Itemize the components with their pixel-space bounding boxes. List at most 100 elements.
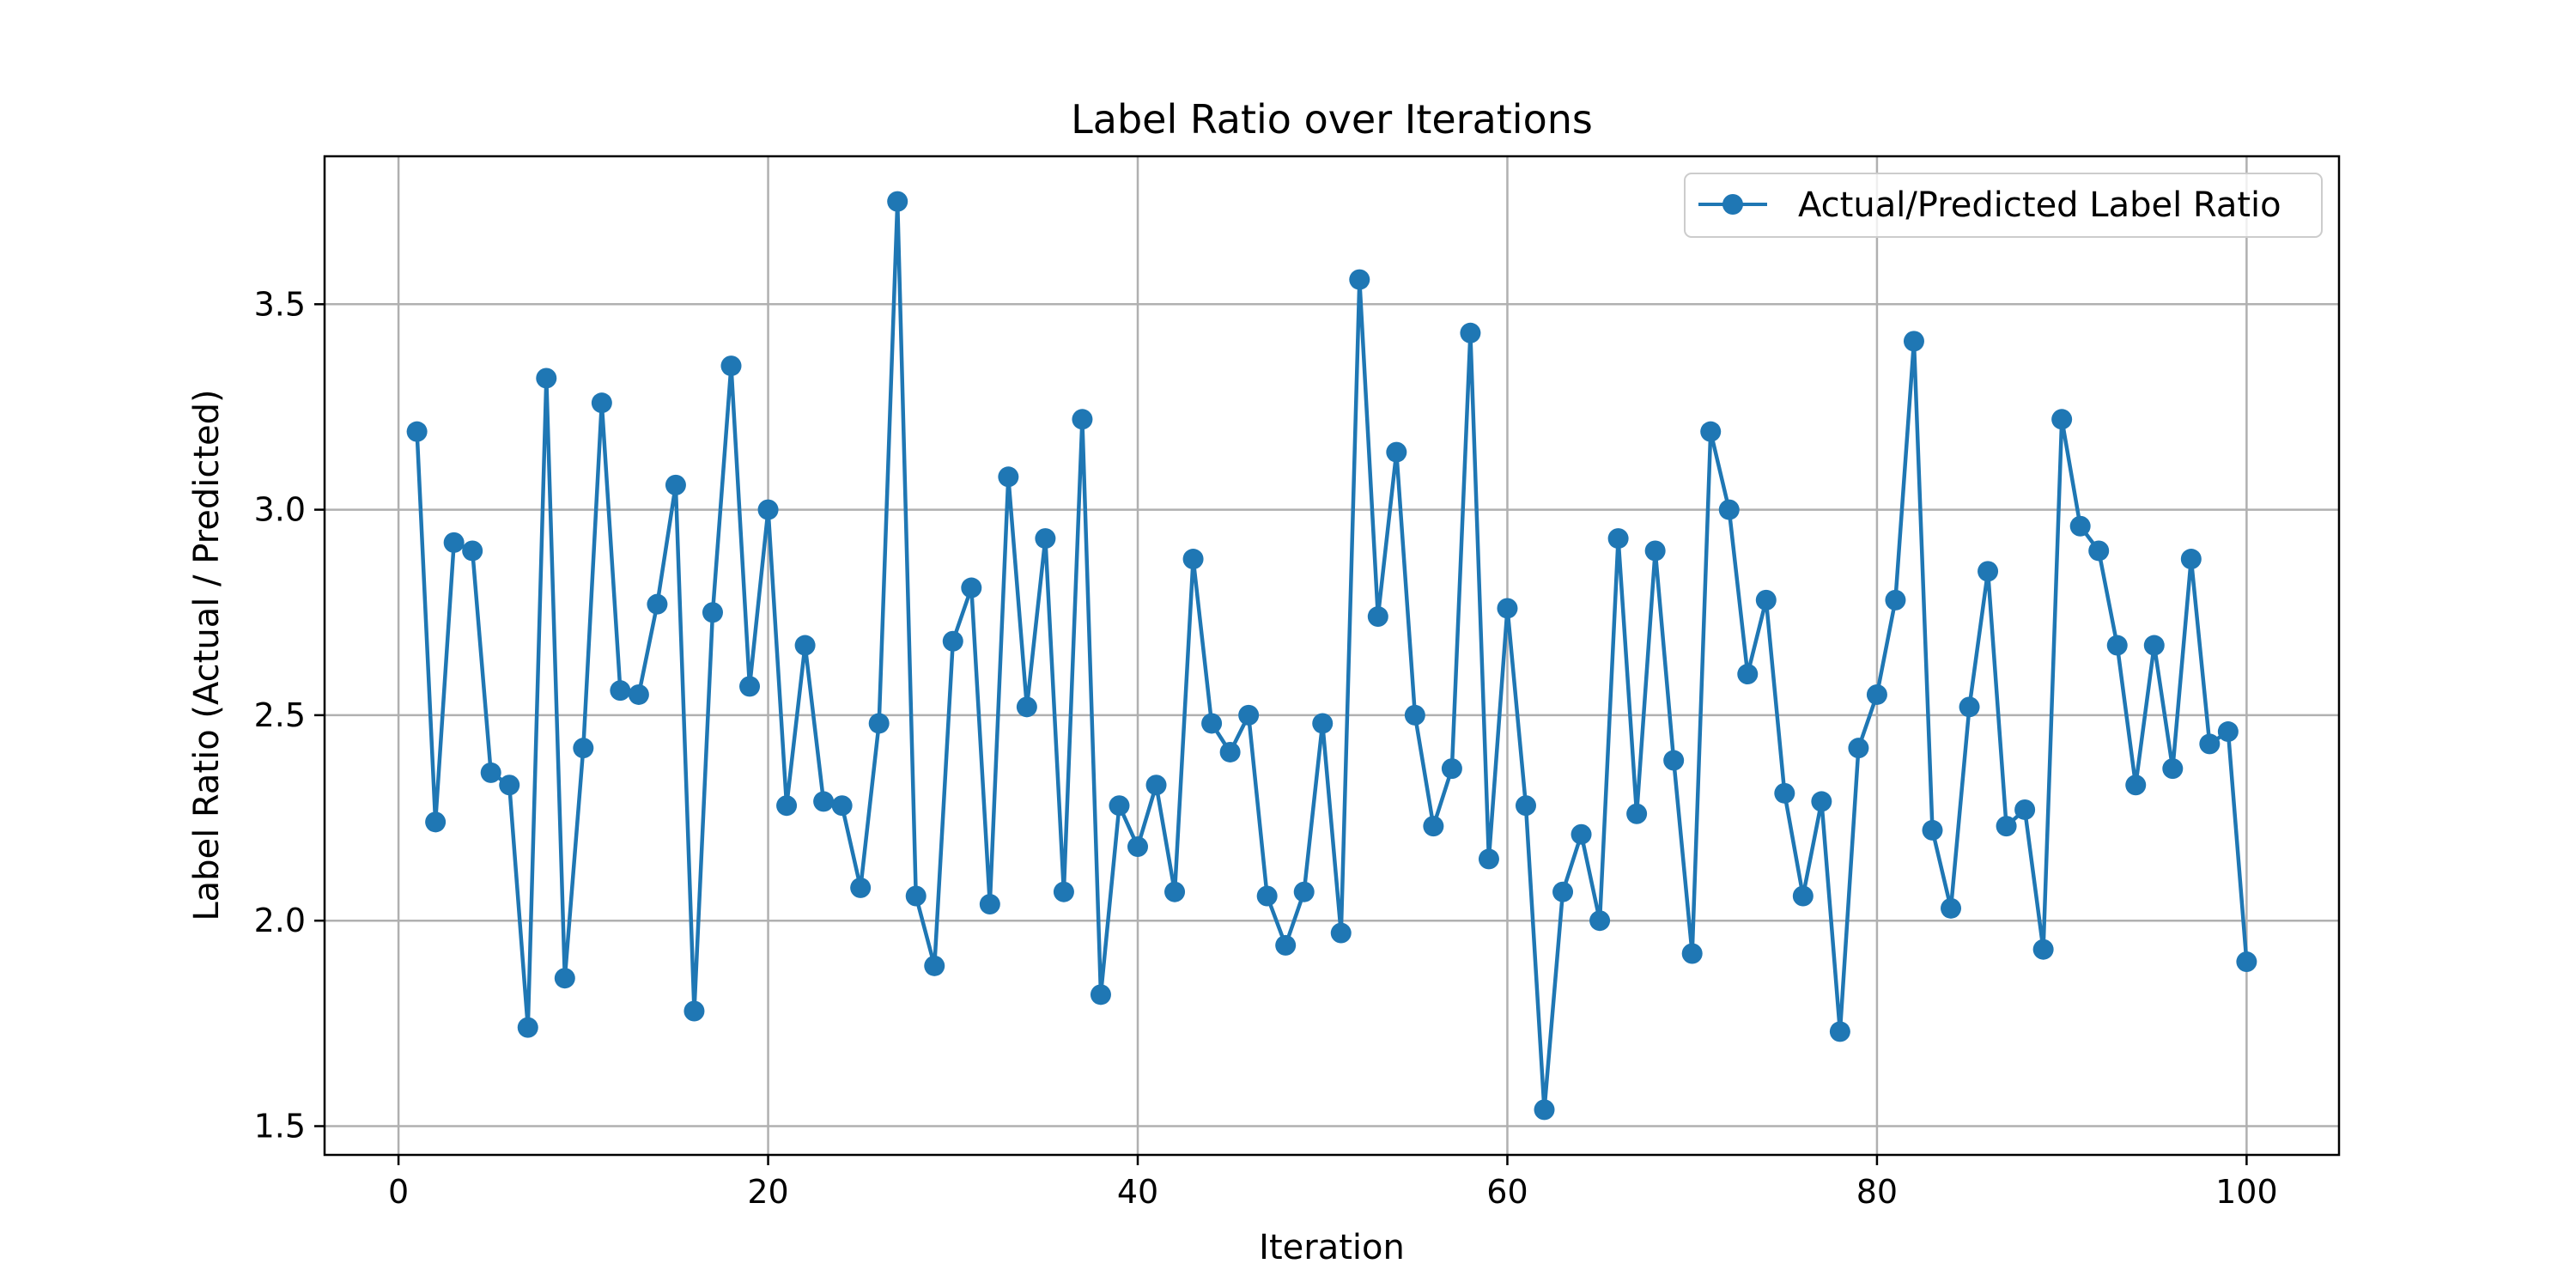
x-tick-label: 40 <box>1117 1173 1158 1211</box>
data-point <box>1848 738 1869 759</box>
data-point <box>1072 409 1093 430</box>
data-point <box>406 421 428 442</box>
data-point <box>610 680 631 702</box>
data-point <box>647 593 668 615</box>
plot-frame <box>323 155 2341 1157</box>
data-point <box>1182 549 1204 570</box>
data-point <box>1053 881 1074 902</box>
data-point <box>776 795 798 817</box>
data-point <box>961 577 982 598</box>
data-point <box>1238 704 1260 726</box>
data-point <box>1127 836 1149 858</box>
data-point <box>2051 409 2073 430</box>
data-point <box>573 738 594 759</box>
data-point <box>1404 704 1425 726</box>
data-point <box>443 532 465 553</box>
data-point <box>1571 823 1592 845</box>
data-point <box>1903 331 1924 352</box>
data-point <box>1090 984 1111 1005</box>
y-tick-label: 3.0 <box>254 491 306 529</box>
data-point <box>1312 713 1334 734</box>
data-point <box>462 540 483 562</box>
data-point <box>1663 750 1685 771</box>
data-point <box>1700 421 1722 442</box>
data-point <box>1016 696 1037 718</box>
data-point <box>1922 819 1943 841</box>
data-point <box>757 499 779 520</box>
data-point <box>1829 1021 1850 1042</box>
legend-marker-swatch <box>1722 194 1743 215</box>
data-point <box>2125 775 2147 796</box>
data-point <box>2180 549 2202 570</box>
data-point <box>1626 803 1648 824</box>
data-point <box>628 683 649 705</box>
data-point <box>1866 683 1887 705</box>
data-point <box>683 1000 705 1022</box>
data-point <box>1145 775 1167 796</box>
data-point <box>1035 528 1056 550</box>
y-axis: 1.5 2.0 2.5 3.0 3.5 <box>254 285 325 1145</box>
data-point <box>1349 269 1370 290</box>
data-point <box>1460 322 1481 343</box>
data-point <box>2032 939 2054 960</box>
data-point <box>1367 606 1388 628</box>
data-point <box>1534 1099 1555 1121</box>
data-point <box>1423 816 1444 837</box>
data-point <box>794 635 816 656</box>
data-point <box>831 795 853 817</box>
legend-box <box>1684 173 2323 238</box>
data-point <box>1792 885 1814 907</box>
data-point <box>1774 782 1795 804</box>
y-tick-label: 2.5 <box>254 696 306 734</box>
data-point <box>2236 951 2257 973</box>
data-point <box>1941 897 1962 919</box>
data-point <box>1478 848 1499 870</box>
data-point <box>905 885 927 907</box>
grid-lines <box>325 156 2339 1155</box>
y-tick-label: 1.5 <box>254 1107 306 1145</box>
data-point <box>1607 528 1629 550</box>
data-point <box>1201 713 1223 734</box>
data-point <box>517 1017 538 1038</box>
data-point <box>1293 881 1315 902</box>
x-tick-label: 100 <box>2215 1173 2278 1211</box>
data-point <box>1219 741 1241 762</box>
data-point <box>702 602 723 623</box>
data-point <box>2088 540 2110 562</box>
data-point <box>591 392 612 414</box>
data-point <box>720 355 742 377</box>
data-point <box>2162 758 2184 780</box>
data-point <box>1386 441 1407 463</box>
data-point <box>1996 816 2017 837</box>
data-point <box>1552 881 1574 902</box>
data-point <box>924 955 945 976</box>
x-tick-label: 0 <box>388 1173 409 1211</box>
data-point <box>1330 922 1352 944</box>
data-point <box>2069 515 2091 537</box>
x-axis-label: Iteration <box>1259 1228 1405 1267</box>
data-point <box>2217 721 2239 743</box>
data-point <box>554 968 575 989</box>
data-point <box>1256 885 1278 907</box>
data-point <box>868 713 890 734</box>
data-point <box>1718 499 1740 520</box>
data-point <box>979 894 1000 915</box>
data-point <box>1441 758 1462 780</box>
x-tick-label: 60 <box>1486 1173 1528 1211</box>
data-point <box>1497 598 1518 619</box>
data-point <box>2143 635 2165 656</box>
data-point <box>1275 934 1297 956</box>
x-tick-label: 20 <box>747 1173 788 1211</box>
data-point <box>425 811 447 833</box>
data-point <box>850 877 872 898</box>
data-point <box>1811 791 1832 812</box>
chart-title: Label Ratio over Iterations <box>1071 96 1593 143</box>
data-point <box>1959 696 1980 718</box>
data-point <box>2199 733 2221 755</box>
data-point <box>1885 589 1906 611</box>
data-point <box>1515 795 1536 817</box>
data-point <box>813 791 835 812</box>
x-tick-label: 80 <box>1856 1173 1898 1211</box>
data-point <box>998 466 1019 488</box>
data-point <box>2106 635 2128 656</box>
